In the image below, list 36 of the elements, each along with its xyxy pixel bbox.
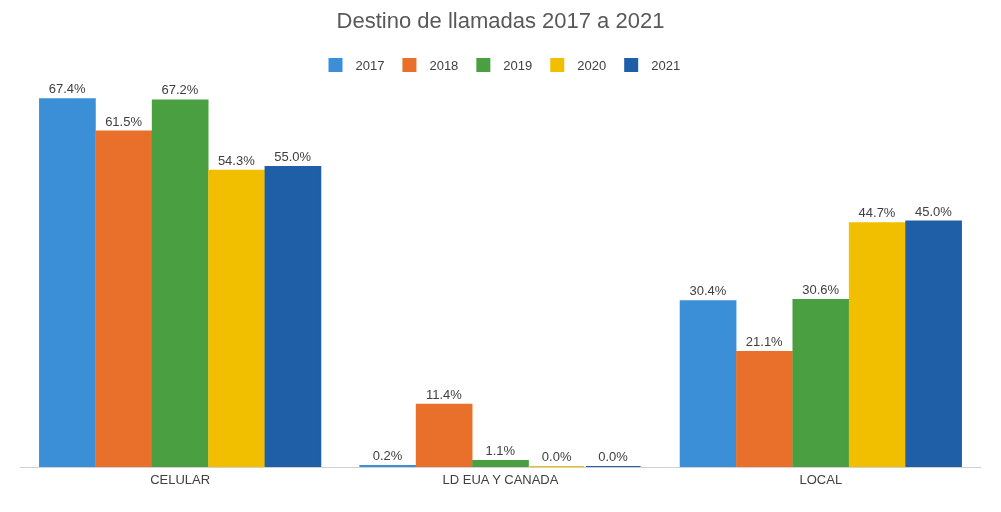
data-label: 45.0% bbox=[914, 203, 953, 219]
data-label: 0.2% bbox=[372, 447, 403, 463]
legend-label: 2021 bbox=[651, 58, 681, 74]
data-label: 44.7% bbox=[858, 205, 896, 221]
data-label: 55.0% bbox=[274, 148, 312, 164]
bar bbox=[415, 403, 473, 467]
legend-label: 2017 bbox=[355, 58, 385, 74]
data-label: 67.4% bbox=[48, 81, 87, 97]
bar bbox=[905, 220, 962, 467]
data-label: 0.0% bbox=[541, 449, 572, 464]
data-label: 1.1% bbox=[485, 443, 516, 458]
data-label: 21.1% bbox=[745, 333, 784, 349]
bar bbox=[472, 460, 529, 467]
data-label: 54.3% bbox=[217, 152, 256, 168]
bar bbox=[264, 165, 322, 467]
data-label: 11.4% bbox=[425, 386, 463, 402]
legend-label: 2020 bbox=[577, 58, 607, 74]
x-tick-label: CELULAR bbox=[150, 471, 211, 487]
data-label: 67.2% bbox=[161, 82, 199, 98]
bar bbox=[848, 222, 906, 467]
bar bbox=[208, 169, 265, 467]
bar bbox=[151, 99, 209, 467]
bar bbox=[679, 300, 737, 467]
bar bbox=[39, 98, 96, 467]
bar bbox=[736, 350, 793, 467]
chart-title: Destino de llamadas 2017 a 2021 bbox=[336, 8, 665, 34]
legend-label: 2018 bbox=[429, 58, 459, 74]
data-label: 0.0% bbox=[598, 449, 629, 464]
data-label: 30.6% bbox=[802, 282, 840, 298]
bar bbox=[792, 299, 850, 467]
bar bbox=[95, 130, 153, 467]
data-label: 30.4% bbox=[689, 283, 727, 299]
x-tick-label: LD EUA Y CANADA bbox=[442, 471, 559, 487]
data-label: 61.5% bbox=[105, 113, 143, 129]
x-tick-label: LOCAL bbox=[799, 471, 843, 487]
legend-label: 2019 bbox=[503, 58, 533, 74]
